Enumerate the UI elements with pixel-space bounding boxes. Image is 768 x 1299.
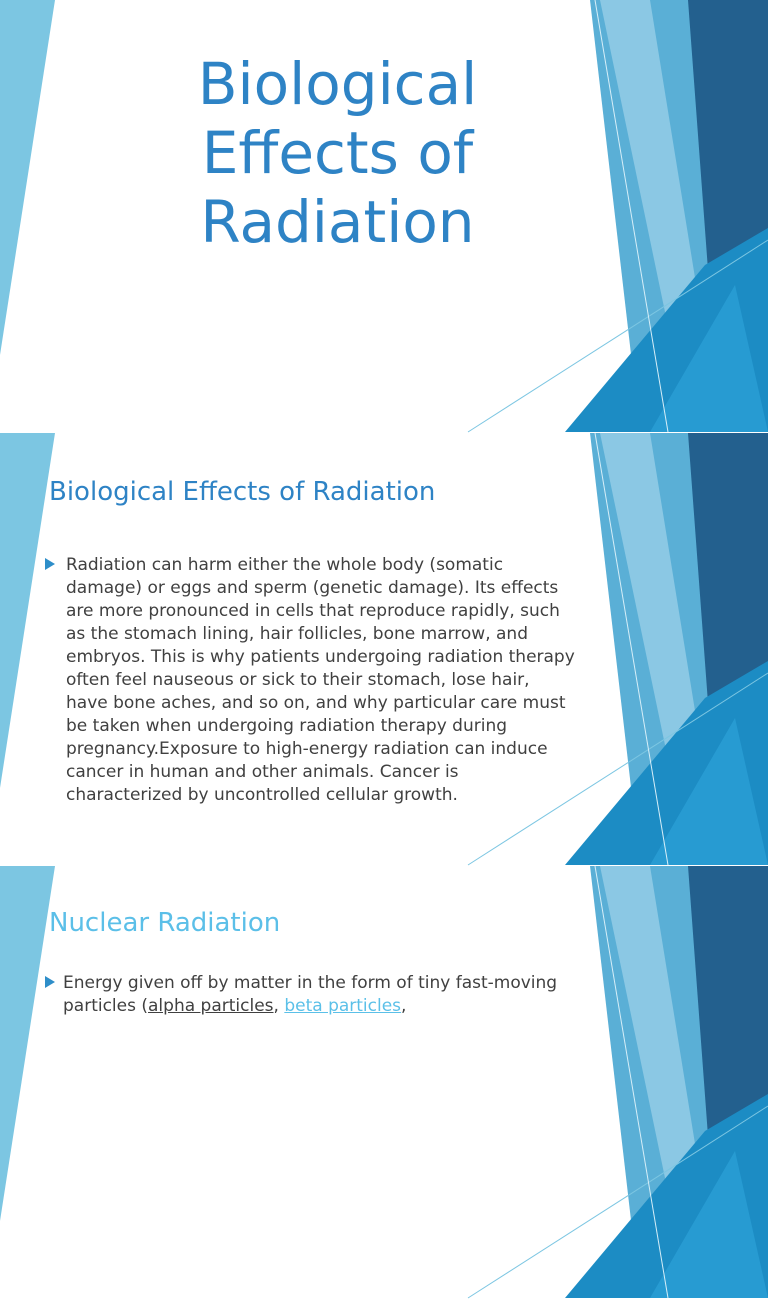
slide-title: Biological Effects of Radiation	[197, 50, 478, 256]
slide: Biological Effects of Radiation Radiatio…	[0, 433, 768, 866]
text: Energy given off by matter in the form o…	[63, 973, 558, 1016]
slide-body: Radiation can harm either the whole body…	[66, 555, 575, 805]
slide-body: Energy given off by matter in the form o…	[63, 972, 563, 1018]
bullet	[45, 558, 55, 570]
slide-heading: Nuclear Radiation	[49, 908, 281, 938]
link[interactable]: beta particles	[284, 996, 402, 1016]
bullet	[45, 976, 55, 988]
slide-heading: Biological Effects of Radiation	[49, 477, 436, 507]
text: ,	[401, 996, 407, 1016]
slide: Biological Effects of Radiation	[0, 0, 768, 433]
text: ,	[273, 996, 285, 1016]
slide: Nuclear Radiation Energy given off by ma…	[0, 866, 768, 1299]
link[interactable]: alpha particles	[148, 996, 274, 1016]
